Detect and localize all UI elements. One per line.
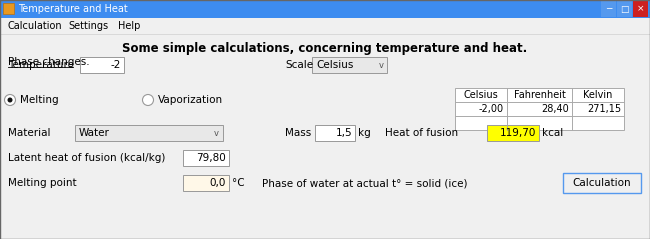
Text: Celsius: Celsius — [463, 90, 499, 100]
Text: Celsius: Celsius — [316, 60, 354, 70]
Text: ─: ─ — [606, 5, 611, 13]
FancyBboxPatch shape — [315, 125, 355, 141]
Text: °C: °C — [232, 178, 244, 188]
Text: Heat of fusion: Heat of fusion — [385, 128, 458, 138]
FancyBboxPatch shape — [617, 1, 632, 17]
Text: ×: × — [637, 5, 644, 13]
FancyBboxPatch shape — [3, 3, 14, 14]
FancyBboxPatch shape — [0, 0, 650, 18]
Circle shape — [5, 94, 16, 105]
Text: Temperature: Temperature — [8, 60, 74, 70]
Circle shape — [142, 94, 153, 105]
FancyBboxPatch shape — [601, 1, 616, 17]
Text: 271,15: 271,15 — [587, 104, 621, 114]
Text: Phase changes.: Phase changes. — [8, 57, 90, 67]
Text: Some simple calculations, concerning temperature and heat.: Some simple calculations, concerning tem… — [122, 42, 528, 54]
Text: kcal: kcal — [542, 128, 564, 138]
Text: Mass: Mass — [285, 128, 311, 138]
FancyBboxPatch shape — [183, 150, 229, 166]
Text: Kelvin: Kelvin — [583, 90, 613, 100]
Text: -2: -2 — [111, 60, 121, 70]
Text: Calculation: Calculation — [573, 178, 631, 188]
FancyBboxPatch shape — [80, 57, 124, 73]
Text: Melting point: Melting point — [8, 178, 77, 188]
Text: v: v — [378, 60, 383, 70]
Text: Material: Material — [8, 128, 51, 138]
Text: 0,0: 0,0 — [209, 178, 226, 188]
FancyBboxPatch shape — [455, 88, 624, 130]
Text: v: v — [213, 129, 218, 137]
FancyBboxPatch shape — [75, 125, 223, 141]
Text: Melting: Melting — [20, 95, 58, 105]
Text: Calculation: Calculation — [8, 21, 62, 31]
Text: kg: kg — [358, 128, 370, 138]
Text: Help: Help — [118, 21, 140, 31]
FancyBboxPatch shape — [0, 18, 650, 34]
Text: 1,5: 1,5 — [335, 128, 352, 138]
Text: Latent heat of fusion (kcal/kg): Latent heat of fusion (kcal/kg) — [8, 153, 165, 163]
Text: Temperature and Heat: Temperature and Heat — [18, 4, 128, 14]
Text: Phase of water at actual t° = solid (ice): Phase of water at actual t° = solid (ice… — [262, 178, 467, 188]
Text: Scale: Scale — [285, 60, 313, 70]
Text: 119,70: 119,70 — [500, 128, 536, 138]
FancyBboxPatch shape — [183, 175, 229, 191]
FancyBboxPatch shape — [563, 173, 641, 193]
FancyBboxPatch shape — [633, 1, 648, 17]
Text: -2,00: -2,00 — [479, 104, 504, 114]
Text: Settings: Settings — [68, 21, 108, 31]
Circle shape — [8, 98, 12, 103]
Text: □: □ — [620, 5, 629, 13]
Text: 28,40: 28,40 — [541, 104, 569, 114]
FancyBboxPatch shape — [312, 57, 387, 73]
Text: Vaporization: Vaporization — [158, 95, 223, 105]
Text: Fahrenheit: Fahrenheit — [514, 90, 566, 100]
Text: 79,80: 79,80 — [196, 153, 226, 163]
FancyBboxPatch shape — [487, 125, 539, 141]
Text: Water: Water — [79, 128, 110, 138]
FancyBboxPatch shape — [0, 34, 650, 239]
